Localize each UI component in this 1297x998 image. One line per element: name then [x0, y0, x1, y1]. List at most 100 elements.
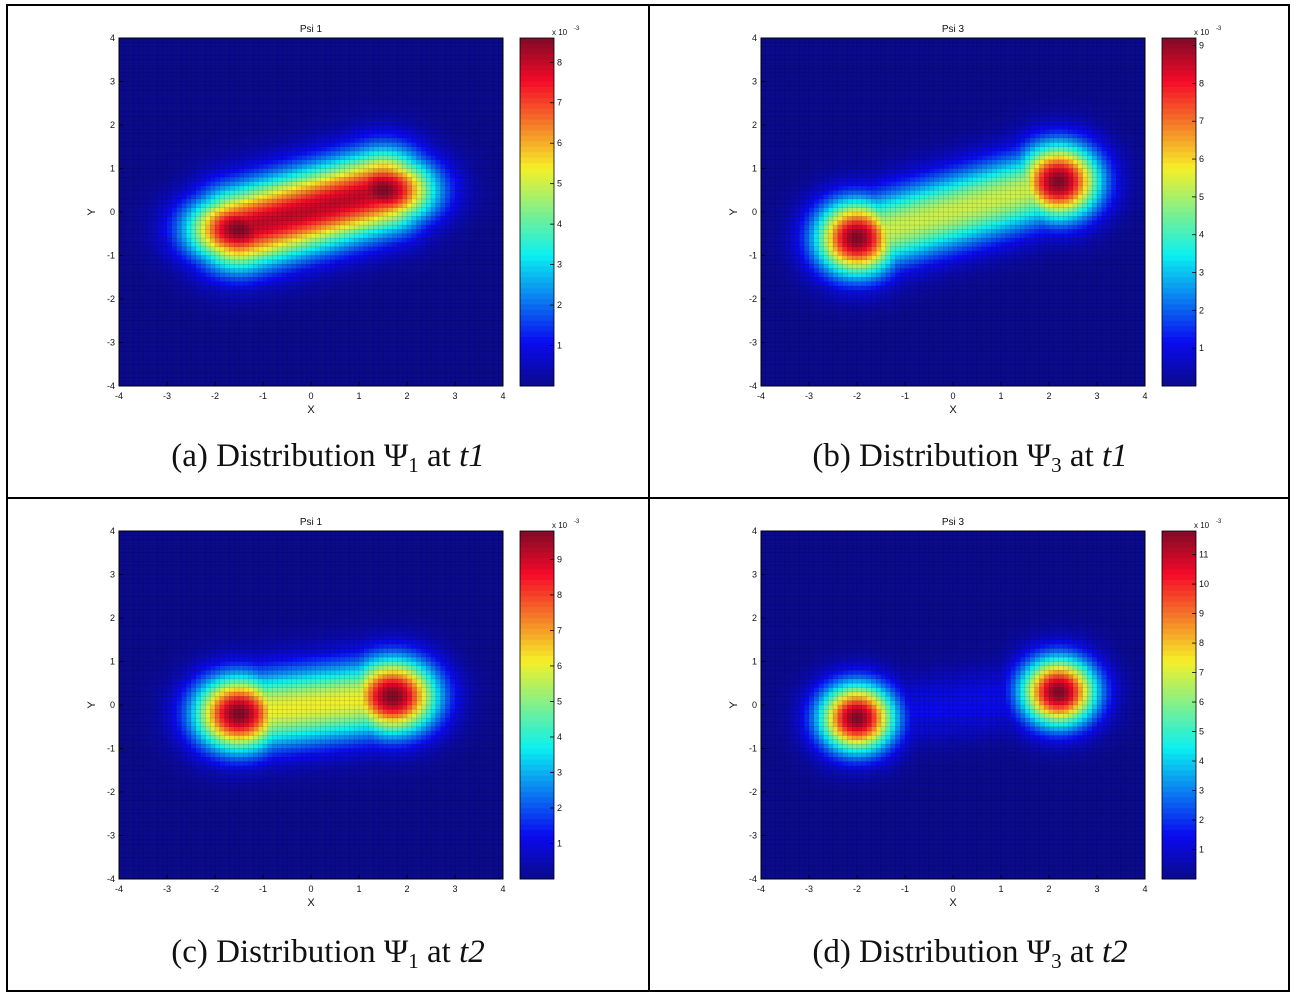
heatmap-cell [282, 151, 288, 156]
heatmap-cell [263, 338, 269, 343]
heatmap-cell [219, 212, 225, 217]
heatmap-cell [407, 312, 413, 317]
heatmap-cell [392, 59, 398, 65]
heatmap-cell [397, 316, 403, 322]
heatmap-cell [215, 125, 221, 130]
heatmap-cell [383, 242, 389, 248]
heatmap-cell [263, 55, 269, 61]
heatmap-cell [229, 307, 235, 313]
heatmap-cell [248, 151, 254, 156]
heatmap-cell [143, 159, 149, 165]
heatmap-cell [291, 90, 297, 95]
heatmap-cell [397, 377, 403, 382]
heatmap-cell [344, 72, 350, 78]
heatmap-cell [152, 59, 158, 65]
heatmap-cell [133, 146, 139, 152]
heatmap-cell [402, 294, 408, 300]
heatmap-cell [392, 320, 398, 326]
heatmap-cell [383, 290, 389, 295]
heatmap-cell [373, 38, 379, 43]
heatmap-cell [119, 111, 125, 117]
heatmap-cell [349, 85, 355, 91]
heatmap-cell [143, 155, 149, 161]
heatmap-cell [219, 85, 225, 91]
heatmap-cell [397, 294, 403, 300]
heatmap-cell [123, 72, 129, 78]
heatmap-cell [349, 381, 355, 387]
heatmap-cell [147, 299, 153, 304]
heatmap-cell [263, 64, 269, 69]
heatmap-cell [181, 320, 187, 326]
heatmap-cell [354, 125, 360, 130]
heatmap-cell [315, 329, 321, 335]
heatmap-cell [210, 120, 216, 126]
heatmap-cell [205, 125, 211, 130]
heatmap-cell [195, 216, 201, 221]
heatmap-cell [239, 55, 245, 61]
heatmap-cell [215, 268, 221, 274]
heatmap-cell [416, 68, 422, 74]
heatmap-cell [219, 251, 225, 256]
heatmap-cell [143, 277, 149, 282]
heatmap-cell [176, 242, 182, 248]
heatmap-cell [147, 120, 153, 126]
heatmap-cell [397, 203, 403, 208]
heatmap-cell [267, 316, 273, 322]
heatmap-cell [330, 329, 336, 335]
heatmap-cell [411, 159, 417, 165]
heatmap-cell [248, 238, 254, 243]
heatmap-cell [301, 107, 307, 113]
heatmap-cell [359, 307, 365, 313]
heatmap-cell [205, 94, 211, 100]
heatmap-cell [411, 246, 417, 252]
heatmap-cell [301, 51, 307, 56]
heatmap-cell [330, 242, 336, 248]
heatmap-cell [411, 364, 417, 369]
heatmap-cell [171, 103, 177, 108]
heatmap-cell [349, 277, 355, 282]
heatmap-cell [200, 181, 206, 187]
heatmap-cell [195, 207, 201, 213]
heatmap-cell [186, 159, 192, 165]
heatmap-cell [383, 333, 389, 339]
heatmap-cell [176, 333, 182, 339]
heatmap-cell [306, 329, 312, 335]
heatmap-cell [128, 85, 134, 91]
heatmap-cell [191, 338, 197, 343]
heatmap-cell [411, 299, 417, 304]
heatmap-cell [402, 190, 408, 195]
heatmap-cell [392, 255, 398, 261]
heatmap-cell [359, 233, 365, 239]
heatmap-cell [157, 372, 163, 378]
heatmap-cell [258, 46, 264, 52]
heatmap-cell [258, 216, 264, 221]
heatmap-cell [224, 233, 230, 239]
heatmap-cell [272, 355, 278, 361]
heatmap-cell [143, 233, 149, 239]
heatmap-cell [378, 364, 384, 369]
heatmap-cell [176, 138, 182, 143]
heatmap-cell [368, 142, 374, 148]
heatmap-cell [186, 90, 192, 95]
heatmap-cell [186, 38, 192, 43]
heatmap-cell [397, 229, 403, 235]
heatmap-cell [407, 81, 413, 87]
heatmap-cell [296, 207, 302, 213]
heatmap-cell [133, 333, 139, 339]
heatmap-cell [210, 51, 216, 56]
heatmap-cell [296, 299, 302, 304]
heatmap-cell [248, 190, 254, 195]
heatmap-cell [128, 303, 134, 308]
heatmap-cell [378, 103, 384, 108]
heatmap-cell [186, 116, 192, 121]
heatmap-cell [368, 303, 374, 308]
heatmap-cell [186, 342, 192, 348]
heatmap-cell [296, 38, 302, 43]
heatmap-cell [176, 264, 182, 269]
heatmap-cell [162, 81, 168, 87]
heatmap-cell [119, 133, 125, 139]
heatmap-cell [282, 277, 288, 282]
heatmap-cell [311, 98, 317, 104]
heatmap-cell [176, 46, 182, 52]
heatmap-cell [123, 364, 129, 369]
